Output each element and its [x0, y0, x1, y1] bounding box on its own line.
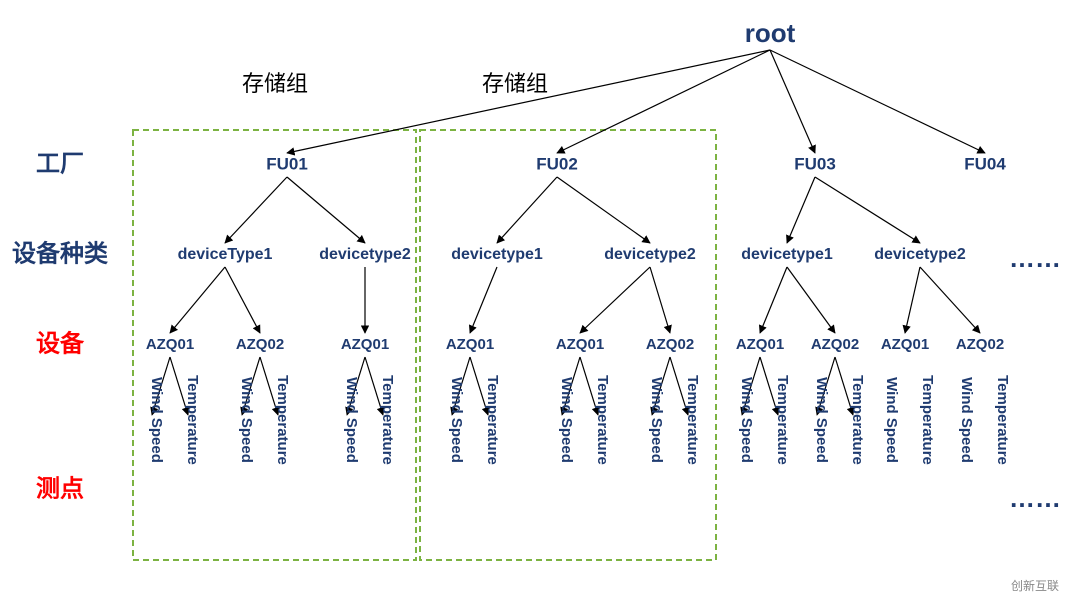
measure-node: Wind Speed [238, 377, 255, 463]
group-label: 存储组 [482, 71, 548, 96]
row-label: 设备 [36, 329, 85, 357]
measure-node: Wind Speed [738, 377, 755, 463]
measure-node: Wind Speed [958, 377, 975, 463]
ellipsis: …… [1009, 243, 1061, 273]
device-node: AZQ01 [556, 336, 604, 353]
measure-node: Wind Speed [343, 377, 360, 463]
measure-node: Temperature [379, 375, 396, 465]
measure-node: Temperature [849, 375, 866, 465]
factory-node: FU02 [536, 154, 578, 173]
group-label: 存储组 [242, 71, 308, 96]
measure-node: Wind Speed [148, 377, 165, 463]
watermark: 创新互联 [1011, 578, 1059, 593]
device-type-node: devicetype2 [319, 246, 411, 263]
measure-node: Temperature [274, 375, 291, 465]
device-node: AZQ02 [236, 336, 284, 353]
ellipsis: …… [1009, 483, 1061, 513]
measure-node: Temperature [774, 375, 791, 465]
measure-node: Wind Speed [883, 377, 900, 463]
measure-node: Wind Speed [648, 377, 665, 463]
device-node: AZQ01 [146, 336, 194, 353]
measure-node: Wind Speed [558, 377, 575, 463]
device-node: AZQ01 [446, 336, 494, 353]
device-type-node: devicetype2 [874, 246, 966, 263]
root-node: root [745, 18, 796, 48]
measure-node: Temperature [594, 375, 611, 465]
measure-node: Temperature [684, 375, 701, 465]
device-node: AZQ01 [736, 336, 784, 353]
device-node: AZQ01 [881, 336, 929, 353]
device-type-node: devicetype1 [451, 246, 543, 263]
row-label: 设备种类 [12, 239, 109, 267]
factory-node: FU04 [964, 154, 1006, 173]
measure-node: Wind Speed [448, 377, 465, 463]
device-type-node: deviceType1 [178, 246, 273, 263]
measure-node: Temperature [184, 375, 201, 465]
row-label: 测点 [36, 475, 84, 502]
factory-node: FU01 [266, 154, 308, 173]
measure-node: Temperature [994, 375, 1011, 465]
device-node: AZQ02 [811, 336, 859, 353]
row-label: 工厂 [36, 150, 84, 177]
device-node: AZQ01 [341, 336, 389, 353]
factory-node: FU03 [794, 154, 836, 173]
device-node: AZQ02 [956, 336, 1004, 353]
device-type-node: devicetype1 [741, 246, 833, 263]
device-type-node: devicetype2 [604, 246, 696, 263]
measure-node: Temperature [484, 375, 501, 465]
measure-node: Temperature [919, 375, 936, 465]
device-node: AZQ02 [646, 336, 694, 353]
measure-node: Wind Speed [813, 377, 830, 463]
